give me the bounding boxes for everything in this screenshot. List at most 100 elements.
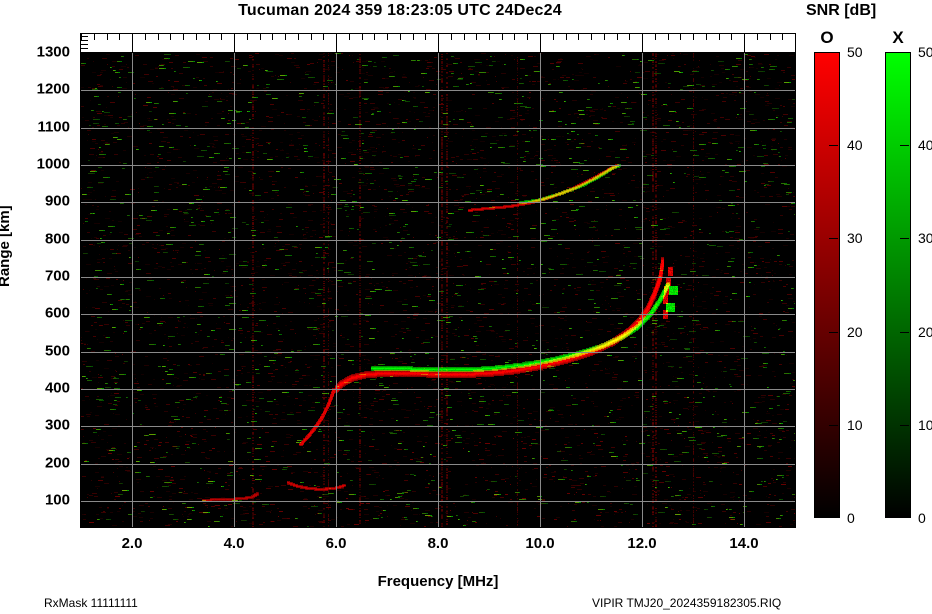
y-tick-label: 400	[44, 379, 70, 397]
top-axis-minor-tick	[323, 34, 324, 40]
top-axis-minor-tick	[400, 34, 401, 40]
top-axis-major-tick	[336, 34, 337, 52]
top-axis-minor-tick	[719, 34, 720, 40]
top-axis-major-tick	[744, 34, 745, 52]
colorbar-tick-mark-o	[829, 425, 838, 426]
top-axis-minor-tick	[629, 34, 630, 40]
top-axis-minor-tick	[196, 34, 197, 40]
top-axis-minor-tick	[680, 34, 681, 40]
top-axis-minor-tick	[260, 34, 261, 40]
y-tick-label: 600	[44, 304, 70, 322]
top-axis-minor-tick	[362, 34, 363, 40]
y-tick-label: 200	[44, 454, 70, 472]
top-axis-minor-tick	[591, 34, 592, 40]
x-tick-label: 14.0	[729, 535, 759, 552]
top-axis-minor-tick	[145, 34, 146, 40]
top-axis-minor-tick	[425, 34, 426, 40]
top-axis-minor-tick	[158, 34, 159, 40]
left-axis-minor-tick	[81, 40, 88, 41]
colorbar-tick-label-o: 30	[847, 230, 863, 247]
y-tick-label: 1100	[37, 118, 70, 136]
y-tick-label: 300	[44, 416, 70, 434]
top-axis-minor-tick	[527, 34, 528, 40]
top-axis-minor-tick	[272, 34, 273, 40]
left-axis-minor-tick	[81, 48, 88, 49]
top-axis-minor-tick	[464, 34, 465, 40]
colorbar-tick-label-x: 0	[918, 510, 926, 526]
top-axis-minor-tick	[502, 34, 503, 40]
ionogram-canvas	[81, 53, 795, 527]
x-axis-label: Frequency [MHz]	[377, 573, 499, 590]
y-tick-label: 700	[44, 267, 70, 285]
colorbar-tick-mark-o	[829, 145, 838, 146]
y-tick-label: 1000	[36, 155, 70, 173]
colorbar-tick-mark-x	[900, 425, 909, 426]
top-axis-minor-tick	[604, 34, 605, 40]
top-axis-minor-tick	[668, 34, 669, 40]
top-axis-minor-tick	[731, 34, 732, 40]
top-axis-minor-tick	[311, 34, 312, 40]
left-axis-minor-tick	[81, 44, 88, 45]
top-axis-major-tick	[234, 34, 235, 52]
ionogram-plot[interactable]	[80, 33, 796, 528]
colorbar-tick-label-x: 20	[918, 323, 932, 340]
top-axis-major-tick	[642, 34, 643, 52]
x-tick-label: 10.0	[525, 535, 555, 552]
x-tick-label: 4.0	[223, 535, 245, 552]
top-axis-minor-tick	[221, 34, 222, 40]
colorbar-tick-mark-x	[900, 145, 909, 146]
top-axis-minor-tick	[693, 34, 694, 40]
top-axis-minor-tick	[770, 34, 771, 40]
y-tick-label: 800	[44, 230, 70, 248]
top-axis-minor-tick	[119, 34, 120, 40]
y-tick-label: 1300	[36, 43, 70, 61]
top-axis-minor-tick	[514, 34, 515, 40]
file-id-label: VIPIR TMJ20_2024359182305.RIQ	[592, 596, 782, 610]
top-axis-major-tick	[540, 34, 541, 52]
x-tick-label: 12.0	[627, 535, 657, 552]
y-tick-label: 500	[44, 342, 70, 360]
top-axis-minor-tick	[81, 34, 82, 40]
top-axis-minor-tick	[209, 34, 210, 40]
colorbar-o-label: O	[820, 28, 834, 47]
top-axis-minor-tick	[566, 34, 567, 40]
colorbar-title: SNR [dB]	[806, 2, 877, 19]
colorbar-tick-label-o: 0	[847, 510, 855, 526]
top-axis-minor-tick	[553, 34, 554, 40]
left-axis-minor-tick	[81, 36, 88, 37]
top-axis-minor-tick	[170, 34, 171, 40]
top-axis-minor-tick	[285, 34, 286, 40]
colorbar-tick-label-o: 50	[847, 44, 863, 60]
colorbar-tick-mark-x	[900, 332, 909, 333]
x-tick-label: 2.0	[121, 535, 143, 552]
colorbar-tick-label-x: 30	[918, 230, 932, 247]
rxmask-label: RxMask 11111111	[44, 596, 138, 610]
colorbar-x-mode	[885, 52, 911, 518]
y-tick-label: 1200	[36, 80, 70, 98]
top-axis-minor-tick	[655, 34, 656, 40]
top-axis-minor-tick	[617, 34, 618, 40]
top-axis-minor-tick	[757, 34, 758, 40]
top-axis-minor-tick	[349, 34, 350, 40]
top-axis-minor-tick	[451, 34, 452, 40]
colorbar-x-label: X	[892, 28, 904, 47]
y-tick-label: 900	[44, 192, 70, 210]
top-axis-minor-tick	[107, 34, 108, 40]
top-axis-minor-tick	[247, 34, 248, 40]
x-tick-label: 6.0	[325, 535, 347, 552]
top-axis-minor-tick	[489, 34, 490, 40]
y-tick-label: 100	[44, 491, 70, 509]
colorbar-tick-label-x: 50	[918, 44, 932, 60]
colorbar-tick-mark-x	[900, 238, 909, 239]
colorbar-tick-mark-o	[829, 238, 838, 239]
top-axis-major-tick	[132, 34, 133, 52]
colorbar-tick-mark-o	[829, 332, 838, 333]
top-axis-minor-tick	[94, 34, 95, 40]
top-axis-minor-tick	[782, 34, 783, 40]
top-axis-minor-tick	[413, 34, 414, 40]
top-axis-minor-tick	[387, 34, 388, 40]
top-axis-minor-tick	[298, 34, 299, 40]
colorbar-tick-label-o: 40	[847, 137, 863, 154]
top-axis-minor-tick	[183, 34, 184, 40]
